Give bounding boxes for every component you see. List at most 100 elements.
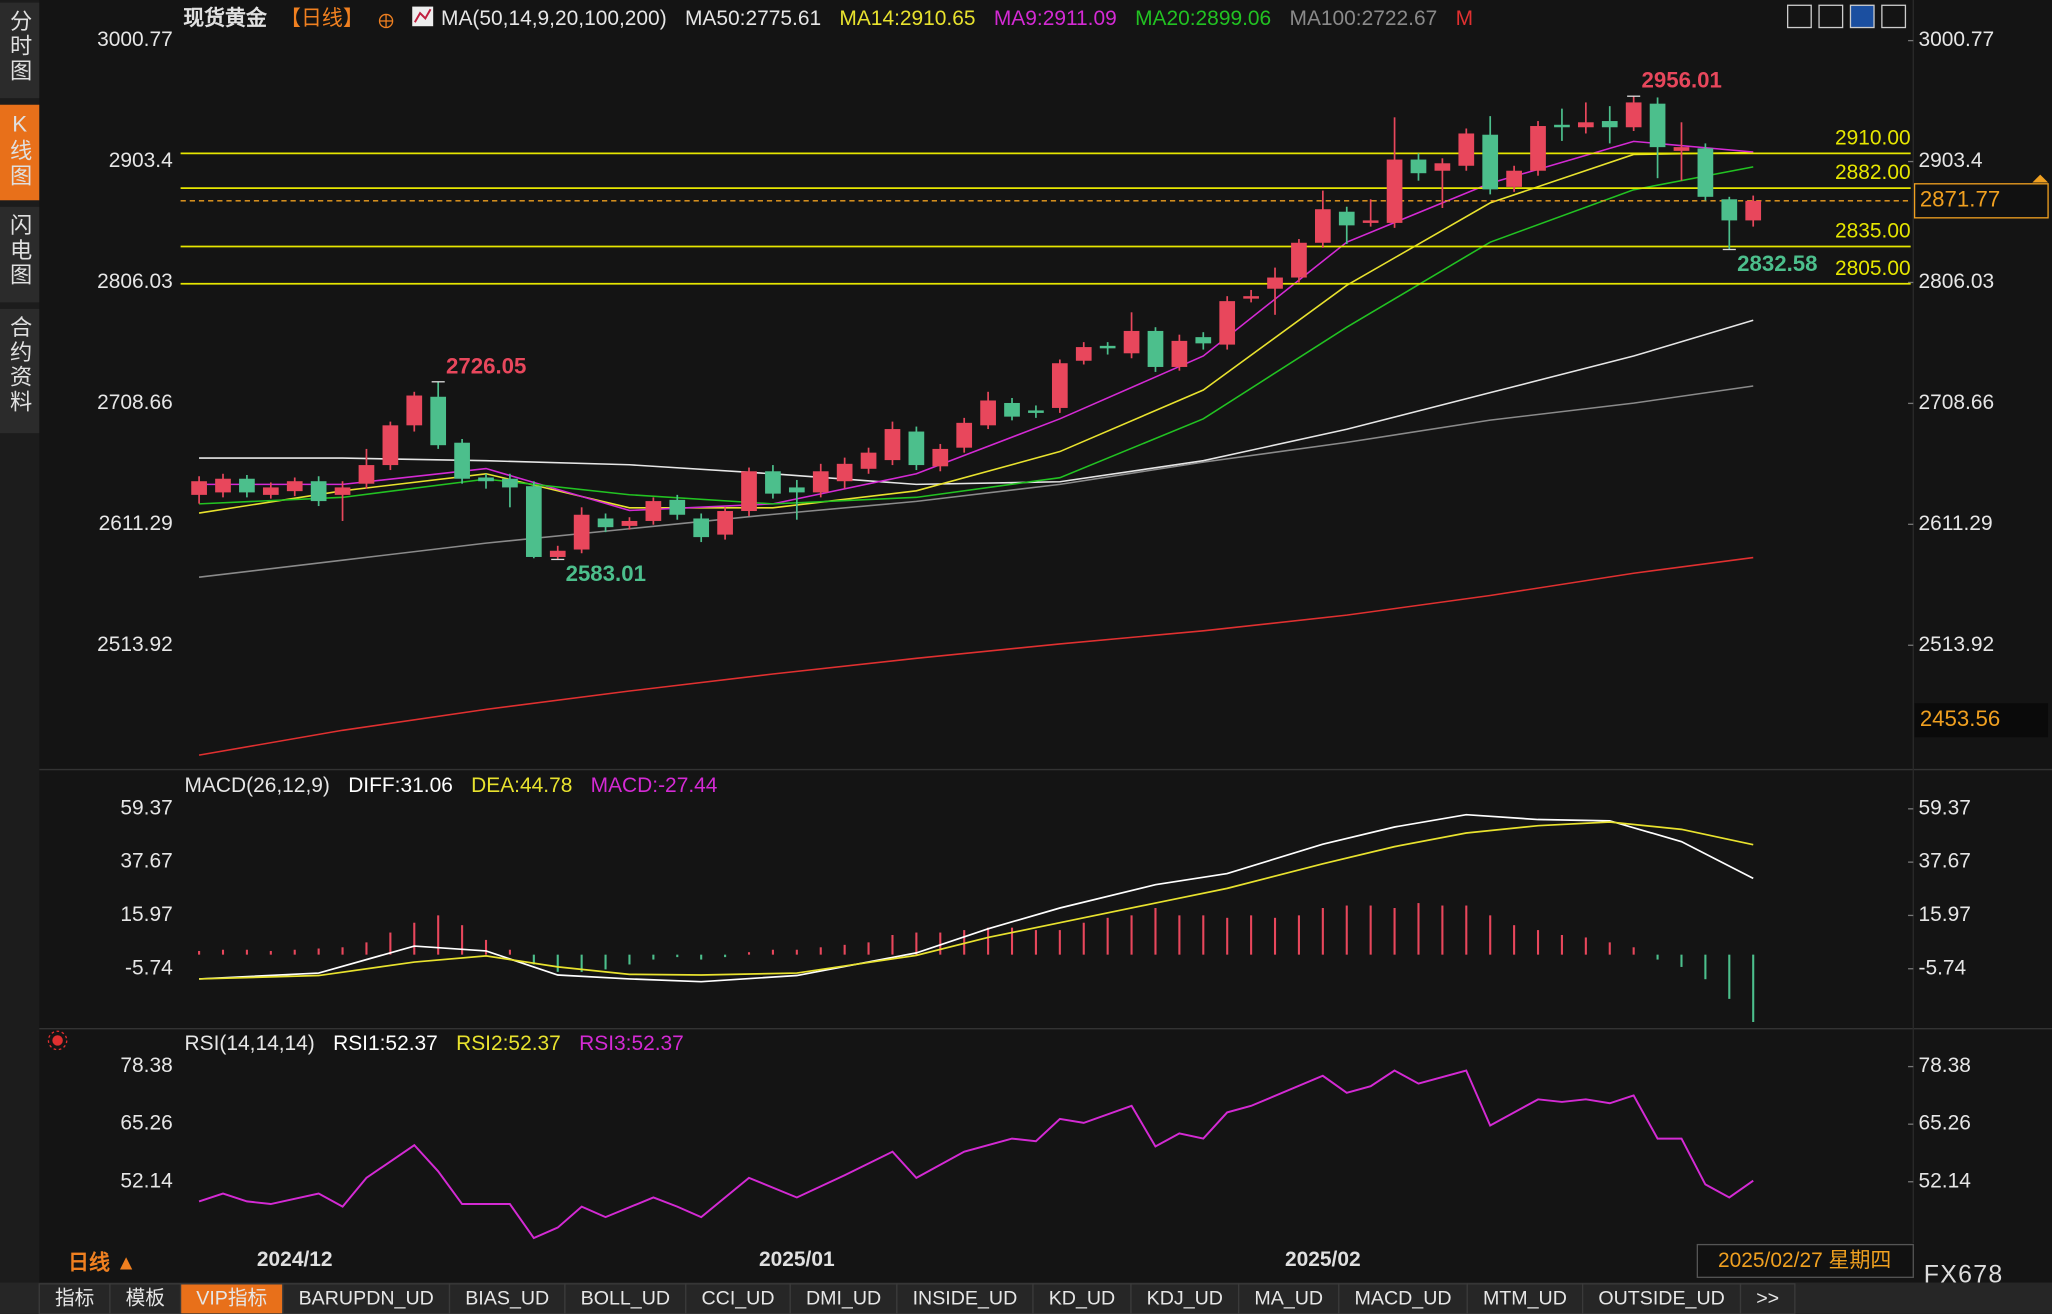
- tab-label: 模板: [126, 1288, 165, 1310]
- tab[interactable]: [1338, 1283, 1468, 1314]
- level-label: 2805.00: [1835, 257, 1911, 280]
- candle-body: [215, 478, 231, 493]
- macd-line: [199, 813, 1754, 983]
- rsi-line: [198, 1069, 1754, 1240]
- indicator-icon: [413, 8, 432, 23]
- legend-entry: DEA:44.78: [471, 774, 572, 797]
- y-tick-label: -5.74: [125, 956, 173, 979]
- candle-body: [1554, 124, 1570, 128]
- low-marker-box: [1914, 703, 2049, 738]
- candle-body: [980, 400, 996, 426]
- candle-body: [1673, 147, 1690, 151]
- x-tick-label: 2025/02: [1285, 1248, 1361, 1271]
- sidebar-tab-label: 闪电图: [7, 213, 32, 288]
- window-icons: [1786, 4, 1907, 29]
- sidebar-tab-label: 合约资料: [7, 315, 32, 415]
- tab-label: MTM_UD: [1483, 1288, 1567, 1310]
- y-tick-label-right: 2611.29: [1919, 512, 1993, 535]
- candle-body: [1362, 220, 1379, 223]
- y-tick-label: 2611.29: [99, 512, 173, 535]
- candle-body: [478, 477, 494, 482]
- candle-body: [1649, 103, 1666, 148]
- y-tick-label: 2806.03: [97, 270, 173, 293]
- period-selector[interactable]: 日线 ▲: [68, 1251, 136, 1275]
- icon[interactable]: [1849, 4, 1875, 29]
- candle-body: [573, 514, 590, 550]
- candle-body: [1458, 133, 1475, 166]
- extreme-label: 2832.58: [1737, 251, 1817, 276]
- y-tick-label-right: 59.37: [1919, 796, 1971, 819]
- tab[interactable]: [179, 1283, 284, 1314]
- sidebar-tab-label: K线图: [7, 111, 32, 188]
- tab[interactable]: [1032, 1283, 1132, 1314]
- y-tick-label-right: 2806.03: [1919, 270, 1995, 293]
- current-price-box: [1913, 183, 2049, 219]
- candle-body: [1291, 242, 1307, 278]
- y-tick-label: 65.26: [120, 1112, 172, 1135]
- tab[interactable]: [109, 1283, 182, 1314]
- macd-line: [199, 821, 1754, 980]
- legend-entry: RSI3:52.37: [579, 1032, 684, 1055]
- tab-label: MACD_UD: [1355, 1288, 1452, 1310]
- sidebar-tab[interactable]: [0, 104, 40, 201]
- sidebar-tab[interactable]: [0, 2, 40, 99]
- y-tick-label: 37.67: [120, 850, 172, 873]
- candle-body: [1745, 200, 1762, 221]
- icon[interactable]: [1786, 4, 1812, 29]
- candle-body: [1314, 209, 1331, 243]
- tab-label: BIAS_UD: [465, 1288, 549, 1310]
- candle-body: [1506, 170, 1522, 187]
- candle-body: [956, 422, 973, 448]
- candle-body: [502, 478, 518, 488]
- y-tick-label-right: 15.97: [1919, 903, 1971, 926]
- candle-body: [454, 442, 470, 479]
- candle-body: [1028, 410, 1044, 413]
- y-tick-label: 78.38: [120, 1054, 172, 1077]
- sidebar-tab-label: 分时图: [7, 9, 32, 84]
- y-tick-label: 2513.92: [97, 633, 173, 656]
- legend-entry: MA50:2775.61: [685, 7, 821, 30]
- candle-body: [1123, 330, 1140, 354]
- candle-body: [1171, 340, 1188, 367]
- sidebar-tab[interactable]: [0, 308, 40, 434]
- legend-entry: MA9:2911.09: [994, 7, 1117, 30]
- icon[interactable]: [1881, 4, 1907, 29]
- tab-label: MA_UD: [1254, 1288, 1323, 1310]
- tab[interactable]: [1581, 1283, 1742, 1314]
- period[interactable]: 【日线】: [280, 7, 364, 30]
- candle-body: [621, 520, 638, 526]
- tab-label: KDJ_UD: [1147, 1288, 1223, 1310]
- candle-body: [932, 448, 949, 467]
- rsi-icon[interactable]: [52, 1035, 63, 1046]
- candle-body: [310, 481, 327, 502]
- candle-body: [1338, 211, 1355, 226]
- y-tick-label-right: 52.14: [1919, 1169, 1972, 1192]
- candle-body: [1147, 330, 1164, 367]
- candle-body: [765, 471, 781, 494]
- candle-body: [788, 487, 805, 493]
- sidebar-tab[interactable]: [0, 206, 40, 303]
- candle-body: [1219, 301, 1236, 345]
- candle-body: [1410, 159, 1427, 174]
- tab[interactable]: [1130, 1283, 1240, 1314]
- candle-body: [1601, 121, 1618, 128]
- tab-label: >>: [1756, 1288, 1779, 1310]
- legend-entry: MA20:2899.06: [1135, 7, 1271, 30]
- tab[interactable]: [896, 1283, 1034, 1314]
- icon[interactable]: [1818, 4, 1844, 29]
- tab-label: BARUPDN_UD: [299, 1288, 434, 1310]
- y-tick-label-right: -5.74: [1919, 956, 1967, 979]
- tab-label: BOLL_UD: [581, 1288, 670, 1310]
- y-tick-label: 3000.77: [97, 28, 173, 51]
- y-tick-label-right: 65.26: [1919, 1112, 1971, 1135]
- legend-entry: RSI(14,14,14): [185, 1032, 315, 1055]
- y-tick-label-right: 37.67: [1919, 850, 1971, 873]
- tab[interactable]: [1739, 1283, 1796, 1314]
- candle-body: [358, 465, 375, 484]
- x-tick-label: 2025/01: [759, 1248, 835, 1271]
- candle-body: [1195, 337, 1212, 344]
- tab-label: DMI_UD: [806, 1288, 881, 1310]
- legend-entry: RSI2:52.37: [456, 1032, 561, 1055]
